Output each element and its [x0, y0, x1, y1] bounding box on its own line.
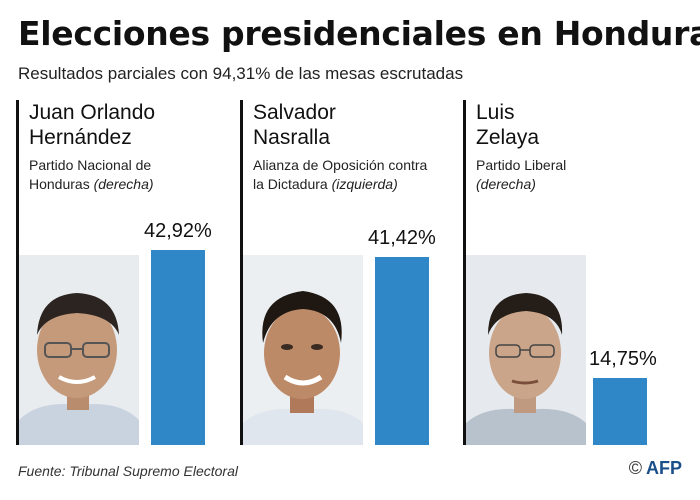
candidate-party: Partido Nacional de Honduras (derecha)	[29, 156, 229, 194]
candidate-panel-nasralla: Salvador Nasralla Alianza de Oposición c…	[240, 100, 455, 445]
percent-label: 42,92%	[144, 220, 212, 242]
candidate-panel-zelaya: Luis Zelaya Partido Liberal (derecha) 14…	[463, 100, 678, 445]
panel-divider	[16, 100, 19, 445]
panel-divider	[463, 100, 466, 445]
candidate-name-line2: Nasralla	[253, 126, 331, 149]
percent-label: 41,42%	[368, 227, 436, 249]
afp-logo: AFP	[646, 458, 682, 478]
candidate-panel-hernandez: Juan Orlando Hernández Partido Nacional …	[16, 100, 231, 445]
candidate-name: Salvador Nasralla	[253, 100, 336, 150]
percent-label: 14,75%	[589, 348, 657, 370]
candidate-name-line2: Hernández	[29, 126, 132, 149]
party-line1: Partido Nacional de	[29, 157, 152, 173]
source-note: Fuente: Tribunal Supremo Electoral	[18, 463, 238, 479]
candidate-name: Luis Zelaya	[476, 100, 539, 150]
candidate-name-line2: Zelaya	[476, 126, 540, 149]
candidate-photo	[243, 255, 363, 445]
candidate-party: Partido Liberal (derecha)	[476, 156, 676, 194]
chart-title: Elecciones presidenciales en Honduras	[18, 14, 700, 53]
party-line1: Alianza de Oposición contra	[253, 157, 428, 173]
bar-zelaya	[593, 378, 647, 445]
bar-hernandez	[151, 250, 205, 445]
party-line2: la Dictadura	[253, 176, 328, 192]
candidate-name-line1: Juan Orlando	[29, 101, 156, 124]
afp-credit: © AFP	[629, 458, 682, 479]
candidate-photo	[466, 255, 586, 445]
party-orientation: (derecha)	[476, 176, 536, 192]
chart-subtitle: Resultados parciales con 94,31% de las m…	[18, 64, 464, 83]
candidate-photo	[19, 255, 139, 445]
candidate-party: Alianza de Oposición contra la Dictadura…	[253, 156, 453, 194]
candidate-name: Juan Orlando Hernández	[29, 100, 155, 150]
panel-divider	[240, 100, 243, 445]
party-line1: Partido Liberal	[476, 157, 567, 173]
bar-nasralla	[375, 257, 429, 445]
candidate-name-line1: Luis	[476, 101, 515, 124]
party-line2: Honduras	[29, 176, 90, 192]
party-orientation: (izquierda)	[331, 176, 398, 192]
party-orientation: (derecha)	[93, 176, 154, 192]
candidate-name-line1: Salvador	[253, 101, 336, 124]
copyright-symbol: ©	[628, 458, 642, 478]
